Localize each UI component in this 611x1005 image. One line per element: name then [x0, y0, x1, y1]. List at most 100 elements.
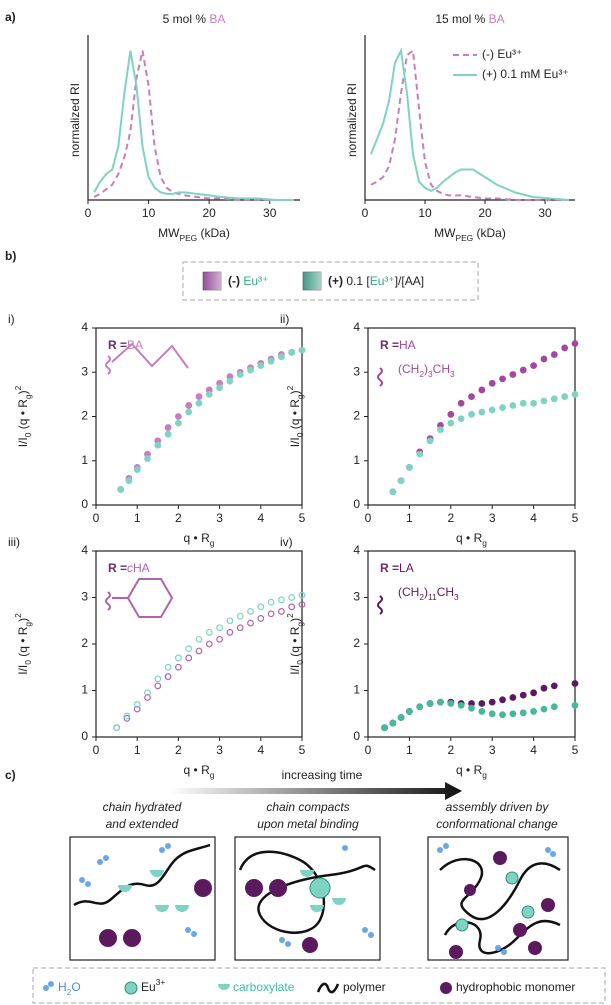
- annotation-formula: (CH2)11CH3: [398, 585, 459, 602]
- y-tick-label: 1: [353, 683, 360, 697]
- data-point: [416, 703, 424, 711]
- data-point: [298, 601, 306, 608]
- data-point: [509, 402, 517, 409]
- text-part: I/I: [16, 437, 30, 447]
- annotation: R =BA: [108, 338, 143, 352]
- data-point: [550, 395, 558, 403]
- data-point: [437, 698, 444, 706]
- x-tick-label: 0: [362, 206, 369, 220]
- data-point: [257, 362, 265, 370]
- text-part: (q • R: [288, 399, 302, 433]
- text-part: 15 mol %: [435, 12, 488, 26]
- data-point: [519, 399, 527, 407]
- x-tick-label: 0: [93, 511, 100, 525]
- data-point: [288, 603, 296, 611]
- data-point: [499, 711, 506, 719]
- text-part: Eu³⁺: [370, 274, 395, 288]
- y-tick-label: 3: [353, 590, 360, 604]
- data-point: [195, 393, 203, 400]
- subpanel-label: i): [8, 312, 15, 326]
- data-point: [509, 694, 517, 701]
- data-point: [144, 689, 151, 697]
- text-part: 0: [23, 660, 33, 665]
- data-point: [123, 715, 131, 722]
- text-part: O: [71, 980, 80, 994]
- data-point: [530, 399, 537, 407]
- text-part: (kDa): [197, 226, 230, 240]
- data-point: [174, 654, 182, 662]
- data-point: [288, 594, 296, 601]
- text-part: (-): [228, 274, 243, 288]
- data-point: [550, 682, 558, 690]
- data-point: [571, 680, 579, 687]
- data-point: [216, 624, 224, 632]
- text-part: ): [288, 390, 302, 394]
- x-tick-label: 5: [299, 743, 306, 757]
- text-part: g: [482, 770, 487, 780]
- x-axis-label: MWPEG (kDa): [434, 226, 506, 243]
- text-part: 3: [450, 369, 455, 379]
- x-tick-label: 0: [365, 743, 372, 757]
- text-part: 2: [419, 369, 424, 379]
- data-point: [488, 698, 496, 706]
- y-tick-label: 4: [353, 320, 360, 334]
- x-tick-label: 0: [365, 511, 372, 525]
- data-point: [236, 624, 244, 632]
- data-point: [174, 419, 182, 427]
- text-part: H: [58, 980, 67, 994]
- data-point: [416, 450, 424, 458]
- y-tick-label: 3: [81, 364, 88, 378]
- x-tick-label: 10: [418, 206, 432, 220]
- y-tick-label: 1: [81, 453, 88, 467]
- x-tick-label: 2: [175, 743, 182, 757]
- series-line: [93, 50, 294, 201]
- data-point: [226, 628, 234, 636]
- text-part: BA: [209, 12, 225, 26]
- text-part: carboxylate: [233, 980, 295, 994]
- data-point: [457, 415, 465, 423]
- data-point: [144, 455, 151, 462]
- diagram-legend-label: hydrophobic monomer: [456, 980, 575, 994]
- data-point: [397, 714, 405, 721]
- data-point: [488, 379, 496, 387]
- text-part: q • R: [184, 531, 211, 545]
- data-point: [519, 709, 527, 717]
- data-point: [478, 386, 486, 394]
- text-part: I/I: [16, 665, 30, 675]
- diagram-legend-label: polymer: [343, 980, 386, 994]
- text-part: (q • R: [16, 626, 30, 660]
- data-point: [550, 703, 558, 711]
- annotation: R =LA: [380, 561, 414, 575]
- data-point: [509, 371, 517, 378]
- caption: conformational change: [436, 817, 558, 831]
- y-tick-label: 2: [353, 409, 360, 423]
- x-tick-label: 4: [257, 743, 264, 757]
- data-point: [257, 615, 265, 622]
- text-part: ): [424, 362, 428, 376]
- data-point: [457, 701, 465, 709]
- text-part: 2: [419, 592, 424, 602]
- data-point: [164, 673, 172, 680]
- data-point: [540, 705, 548, 713]
- text-part: Eu³⁺: [243, 274, 268, 288]
- data-point: [267, 598, 275, 606]
- y-tick-label: 2: [81, 409, 88, 423]
- series-line: [93, 50, 294, 201]
- x-tick-label: 2: [175, 511, 182, 525]
- text-part: (CH: [398, 585, 419, 599]
- text-part: g: [482, 538, 487, 548]
- text-part: CH: [437, 585, 454, 599]
- text-part: MW: [434, 226, 456, 240]
- y-tick-label: 3: [353, 364, 360, 378]
- text-part: 0: [295, 660, 305, 665]
- y-tick-label: 4: [81, 320, 88, 334]
- x-axis-label: q • Rg: [456, 763, 487, 780]
- data-point: [519, 691, 527, 699]
- x-tick-label: 5: [572, 511, 579, 525]
- plot-frame: [95, 550, 303, 738]
- x-axis-label: q • Rg: [456, 531, 487, 548]
- data-point: [468, 704, 475, 712]
- data-point: [125, 477, 133, 485]
- data-point: [267, 357, 275, 365]
- text-part: CH: [433, 362, 450, 376]
